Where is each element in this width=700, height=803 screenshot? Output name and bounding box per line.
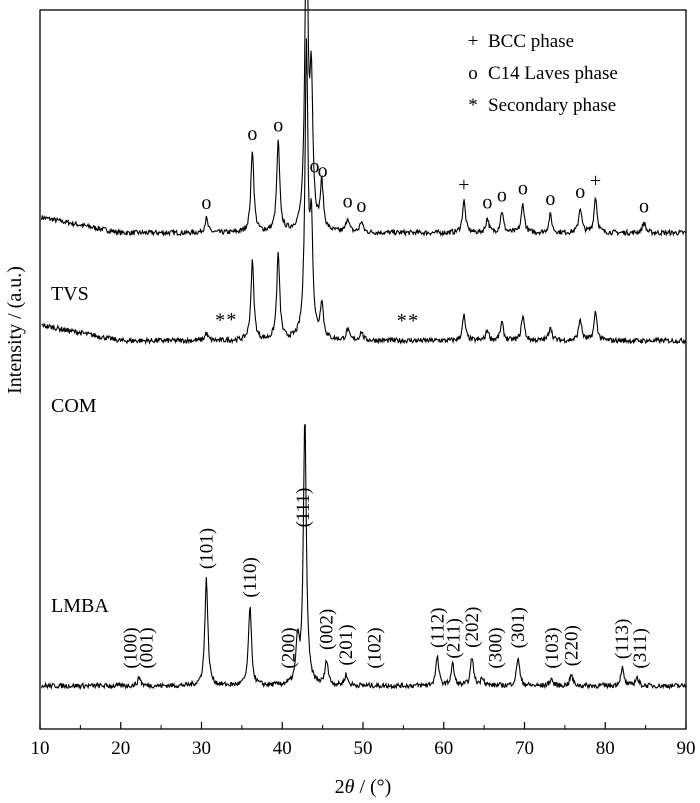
tvs-marker-12: o: [545, 188, 555, 210]
tvs-marker-11: o: [518, 177, 528, 199]
com-marker-0: *: [215, 309, 225, 331]
legend: + BCC phase o C14 Laves phase * Secondary pha…: [468, 31, 618, 116]
x-tick-label-80: 80: [596, 738, 615, 759]
miller-label-0: (100): [120, 627, 141, 668]
trace-lmba: [41, 423, 687, 691]
tvs-marker-7: o: [356, 195, 366, 217]
y-axis-title: Intensity / (a.u.): [4, 266, 26, 394]
miller-label-15: (220): [561, 625, 582, 666]
x-tick-label-10: 10: [31, 738, 50, 759]
legend-symbol-1: o: [468, 63, 478, 84]
tvs-marker-0: o: [201, 192, 211, 214]
x-tick-label-90: 90: [677, 738, 696, 759]
tvs-marker-1: o: [247, 123, 257, 145]
annotations: TVSooo+oooo+ooooo+oCOM****LMBA(100)(001)…: [51, 115, 651, 669]
miller-label-12: (300): [485, 627, 506, 668]
traces: [41, 0, 687, 691]
tvs-marker-15: o: [639, 196, 649, 218]
miller-label-11: (202): [462, 607, 483, 648]
x-tick-label-50: 50: [354, 738, 373, 759]
legend-symbol-2: *: [468, 95, 478, 116]
miller-label-1: (001): [137, 627, 158, 668]
x-tick-label-30: 30: [192, 738, 211, 759]
tvs-marker-8: +: [458, 174, 469, 196]
tvs-marker-13: o: [575, 181, 585, 203]
miller-label-13: (301): [508, 607, 529, 648]
miller-label-2: (101): [196, 528, 217, 569]
x-tick-label-20: 20: [111, 738, 130, 759]
x-axis-title: 2θ / (°): [335, 776, 392, 798]
miller-label-9: (112): [427, 608, 448, 648]
tvs-marker-14: +: [590, 170, 601, 192]
x-tick-label-60: 60: [434, 738, 453, 759]
legend-label-2: Secondary phase: [488, 95, 616, 116]
tvs-marker-4: o: [310, 155, 320, 177]
x-tick-label-70: 70: [515, 738, 534, 759]
x-tick-label-40: 40: [273, 738, 292, 759]
miller-label-14: (103): [542, 627, 563, 668]
x-ticks: 10 20 30 40 50 60 70 80 90: [31, 722, 696, 759]
series-label-lmba: LMBA: [51, 595, 109, 617]
series-label-tvs: TVS: [51, 283, 89, 305]
miller-label-6: (002): [317, 609, 338, 650]
tvs-marker-10: o: [497, 184, 507, 206]
legend-label-0: BCC phase: [488, 31, 574, 52]
miller-label-4: (200): [279, 627, 300, 668]
miller-label-5: (111): [293, 488, 314, 528]
miller-label-8: (102): [364, 627, 385, 668]
trace-com: [41, 38, 687, 346]
tvs-marker-9: o: [482, 192, 492, 214]
com-marker-2: *: [397, 310, 407, 332]
tvs-marker-2: o: [273, 115, 283, 137]
miller-label-3: (110): [240, 557, 261, 597]
plot-frame: [39, 9, 687, 730]
legend-symbol-0: +: [468, 31, 479, 52]
trace-tvs: [41, 0, 687, 237]
tvs-marker-6: o: [343, 191, 353, 213]
miller-label-10: (211): [443, 618, 464, 658]
miller-label-16: (113): [612, 619, 633, 659]
miller-label-17: (311): [630, 628, 651, 668]
series-label-com: COM: [51, 395, 97, 417]
tvs-marker-5: o: [318, 160, 328, 182]
miller-label-7: (201): [336, 624, 357, 665]
com-marker-1: *: [226, 309, 236, 331]
com-marker-3: *: [408, 310, 418, 332]
legend-label-1: C14 Laves phase: [488, 63, 618, 84]
